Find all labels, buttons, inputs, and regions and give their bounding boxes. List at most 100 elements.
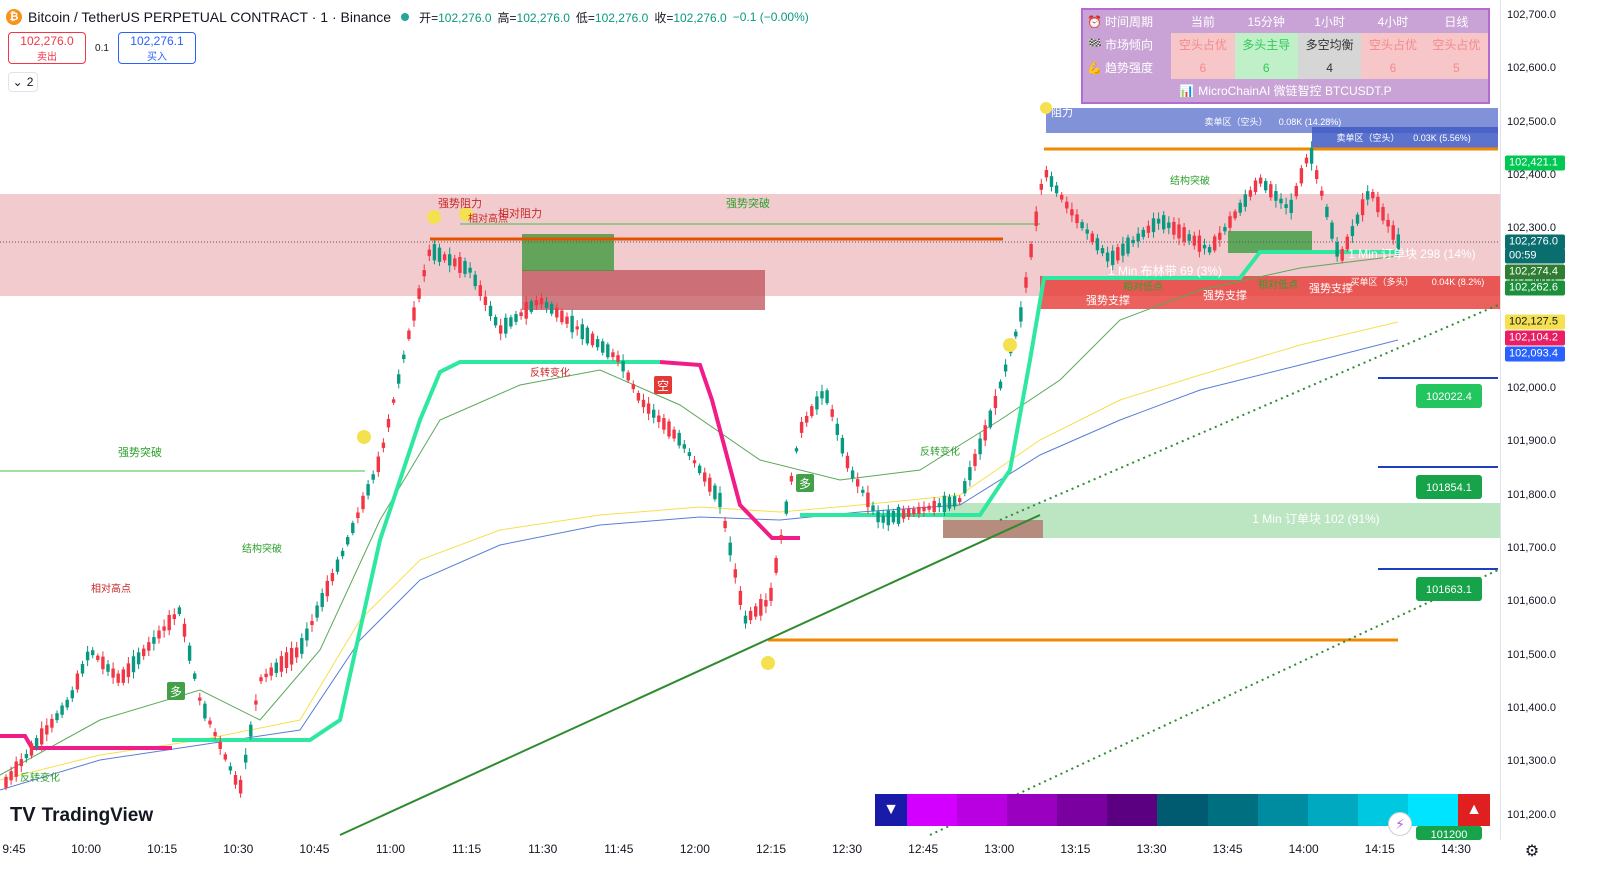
trend-line-dotted	[929, 569, 1499, 836]
time-tick: 13:30	[1136, 842, 1167, 856]
candle-body	[182, 623, 187, 637]
candle-body	[75, 673, 80, 690]
time-tick: 12:15	[755, 842, 787, 856]
bias-cell: 空头占优	[1424, 33, 1489, 56]
candle-body	[519, 312, 523, 317]
candle-body	[509, 317, 513, 327]
ma-blue	[0, 339, 1399, 791]
candle-body	[1019, 307, 1023, 322]
close-value: 102,276.0	[673, 10, 727, 25]
candle-body	[432, 244, 437, 261]
time-axis[interactable]: 9:45 10:00 10:15 10:30 10:45 11:00 11:15 11:30 1…	[0, 840, 1500, 860]
candle-body	[1162, 215, 1166, 230]
candle-body	[555, 307, 559, 318]
candle-body	[310, 620, 314, 626]
label-bollinger: 1 Min 布林带 69 (3%)	[1108, 264, 1222, 278]
candle-body	[728, 542, 732, 556]
candle-body	[1315, 170, 1319, 179]
strength-cell: 4	[1297, 56, 1362, 79]
candle-body	[356, 512, 360, 519]
time-tick: 11:30	[528, 842, 558, 856]
indicator-collapse-button[interactable]: ⌄ 2	[8, 72, 38, 92]
candle-body	[499, 325, 503, 334]
time-tick: 11:15	[452, 842, 482, 856]
candle-body	[19, 759, 23, 767]
candle-body	[708, 477, 712, 492]
label-structure-break: 结构突破	[1170, 174, 1210, 187]
candle-body	[626, 372, 630, 381]
candle-body	[917, 506, 921, 514]
short-marker-text: 空	[657, 379, 669, 393]
market-open-icon	[401, 13, 410, 21]
candle-body	[703, 472, 707, 482]
candle-body	[4, 776, 8, 788]
candle-body	[1320, 190, 1324, 196]
bias-cell: 多头主导	[1234, 33, 1298, 56]
candle-body	[198, 697, 202, 701]
candle-body	[1070, 209, 1074, 216]
candle-body	[1213, 236, 1217, 251]
candle-body	[1197, 235, 1202, 252]
candle-body	[1355, 214, 1360, 224]
candle-body	[1080, 222, 1084, 229]
flash-icon[interactable]: ⚡	[1388, 812, 1412, 836]
candle-body	[1304, 157, 1309, 164]
candle-body	[881, 515, 885, 523]
price-tick: 101,600.0	[1507, 595, 1556, 608]
price-tick: 102,000.0	[1507, 382, 1556, 395]
upper-right-bear-zone	[1040, 276, 1500, 309]
heat-segment	[1157, 794, 1208, 826]
table-cell: 💪 趋势强度	[1083, 56, 1171, 79]
candle-body	[453, 258, 457, 267]
symbol-title[interactable]: Bitcoin / TetherUS PERPETUAL CONTRACT · …	[28, 9, 392, 25]
trade-panel: 102,276.0 卖出 0.1 102,276.1 买入	[8, 32, 196, 64]
candle-body	[330, 573, 335, 582]
ohlc-close: 收=102,276.0	[654, 9, 726, 26]
tradingview-logo[interactable]: TV TradingView	[10, 804, 153, 827]
sell-price: 102,276.0	[20, 33, 74, 48]
candle-body	[616, 355, 620, 362]
candle-body	[279, 656, 284, 672]
candle-body	[1386, 219, 1390, 227]
candle-body	[606, 344, 610, 358]
candle-body	[754, 606, 758, 617]
buy-button[interactable]: 102,276.1 买入	[118, 32, 196, 64]
price-tick: 101,400.0	[1507, 701, 1556, 714]
candle-body	[417, 288, 421, 299]
candle-body	[575, 326, 579, 330]
gear-icon[interactable]: ⚙	[1524, 843, 1540, 860]
time-tick: 14:15	[1364, 842, 1395, 856]
candle-body	[60, 705, 64, 715]
ma-green	[0, 255, 1399, 776]
candle-body	[1238, 202, 1242, 213]
candle-body	[1350, 226, 1355, 237]
heat-segment	[1407, 794, 1459, 826]
tradingview-mark-icon: TV	[10, 804, 36, 826]
price-axis[interactable]: 102,700.0 102,600.0 102,500.0 102,400.0 102,…	[1500, 0, 1613, 840]
price-badge: 102,127.5	[1505, 314, 1565, 330]
price-chart[interactable]: 多 多 空 强势突破 强势突破 结构突破 结构突破 相对高点 相对高点 相对阻力…	[0, 0, 1500, 840]
time-tick: 12:30	[832, 842, 863, 856]
candle-body	[947, 496, 952, 509]
candle-body	[697, 465, 702, 474]
candle-body	[927, 505, 931, 510]
candle-body	[1248, 190, 1253, 197]
candle-body	[483, 296, 488, 306]
candle-body	[29, 743, 34, 756]
candle-body	[218, 741, 222, 750]
label-strong-support: 强势支撑	[1086, 293, 1130, 307]
candle-body	[901, 509, 906, 519]
candle-body	[147, 642, 151, 651]
price-badge: 00:59	[1505, 248, 1565, 264]
candle-body	[861, 489, 865, 493]
table-cell: 1小时	[1314, 15, 1345, 29]
candle-body	[968, 467, 972, 481]
candle-body	[228, 766, 233, 771]
level-tag: 102022.4	[1416, 384, 1482, 408]
candle-body	[1253, 180, 1258, 193]
candle-body	[1202, 244, 1207, 249]
price-tick: 102,600.0	[1507, 62, 1556, 75]
sell-button[interactable]: 102,276.0 卖出	[8, 32, 86, 64]
supertrend-green-2	[800, 250, 1400, 517]
candle-body	[1243, 194, 1247, 207]
